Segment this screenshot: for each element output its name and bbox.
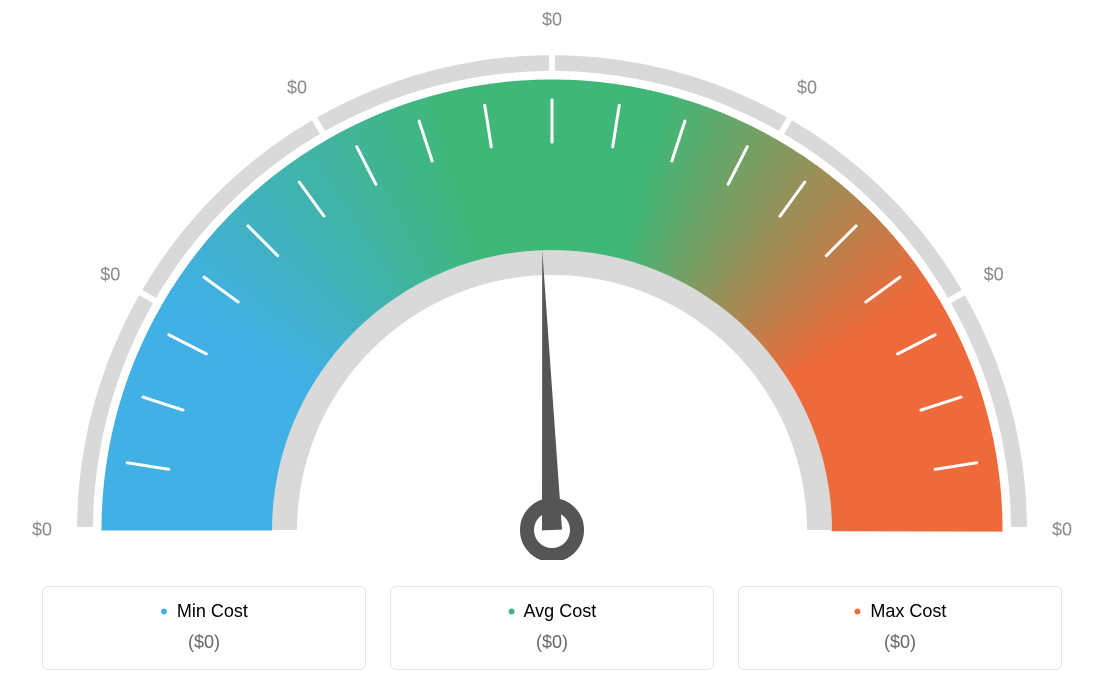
legend-row: • Min Cost ($0) • Avg Cost ($0) • Max Co… (42, 586, 1062, 670)
gauge-tick-label: $0 (287, 78, 307, 99)
cost-gauge-chart: $0 $0 $0 $0 $0 $0 $0 • Min Cost ($0) • Avg Cos… (0, 0, 1104, 690)
gauge-tick-label: $0 (32, 520, 52, 541)
gauge-tick-label: $0 (100, 265, 120, 286)
legend-value-avg: ($0) (401, 632, 703, 653)
gauge-tick-label: $0 (1052, 520, 1072, 541)
legend-label-avg: • Avg Cost (401, 601, 703, 622)
legend-value-min: ($0) (53, 632, 355, 653)
legend-label-max-text: Max Cost (870, 601, 946, 621)
gauge: $0 $0 $0 $0 $0 $0 $0 (0, 0, 1104, 560)
legend-value-max: ($0) (749, 632, 1051, 653)
legend-label-avg-text: Avg Cost (524, 601, 597, 621)
legend-card-min: • Min Cost ($0) (42, 586, 366, 670)
gauge-tick-label: $0 (984, 265, 1004, 286)
legend-card-avg: • Avg Cost ($0) (390, 586, 714, 670)
legend-card-max: • Max Cost ($0) (738, 586, 1062, 670)
gauge-tick-label: $0 (797, 78, 817, 99)
legend-label-min-text: Min Cost (177, 601, 248, 621)
gauge-svg (0, 0, 1104, 560)
gauge-tick-label: $0 (542, 10, 562, 31)
legend-label-min: • Min Cost (53, 601, 355, 622)
legend-label-max: • Max Cost (749, 601, 1051, 622)
